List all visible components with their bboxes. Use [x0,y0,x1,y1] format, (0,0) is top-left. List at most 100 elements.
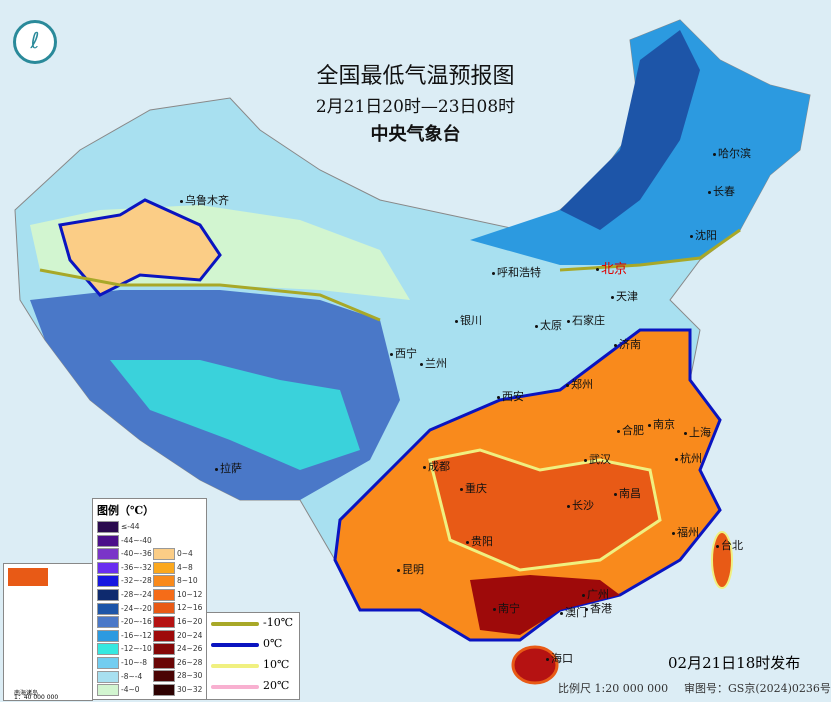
city-label: 重庆 [460,480,487,496]
legend-label: -32~-28 [121,576,152,586]
isoline-legend: -10℃ 0℃ 10℃ 20℃ [206,612,300,700]
inset-title: 南海诸岛 [14,690,39,697]
legend-swatch [97,616,119,629]
city-label: 长春 [708,183,735,199]
city-label: 南京 [648,416,675,432]
isoline-swatch [211,643,259,647]
legend-swatch [97,629,119,642]
legend-swatch [97,589,119,601]
city-label: 成都 [423,458,450,474]
city-label: 太原 [535,317,562,333]
legend-swatch [97,548,119,561]
city-label: 澳门 [560,604,587,620]
city-label: 上海 [684,424,711,440]
city-label: 贵阳 [466,533,493,549]
legend-swatch [97,534,119,547]
legend-swatch [153,602,175,615]
legend-label: -16~-12 [121,630,152,640]
legend-label: 4~8 [177,562,193,572]
legend-swatch [97,561,119,574]
city-label: 福州 [672,524,699,540]
legend-swatch [153,548,175,560]
isoline-swatch [211,622,259,626]
legend-label: 24~26 [177,644,203,654]
legend-label: 20~24 [177,630,203,640]
agency-name: 中央气象台 [370,124,461,145]
map-scale: 比例尺 1:20 000 000 [558,682,669,695]
city-label: 沈阳 [690,227,717,243]
legend-swatch [153,643,175,656]
isoline-label: 20℃ [263,679,290,692]
tibet-mid-zone [110,360,360,470]
legend-swatch [97,643,119,656]
city-label: 哈尔滨 [713,145,751,161]
legend-title: 图例（℃） [97,504,155,517]
city-label: 广州 [582,586,609,602]
city-label: 长沙 [567,497,594,513]
legend-swatch [153,670,175,683]
legend-swatch [97,521,119,533]
city-label: 济南 [614,336,641,352]
city-label: 合肥 [617,422,644,438]
legend-label: 30~32 [177,685,203,694]
south-china-sea-inset: 南海诸岛 1：40 000 000 [3,563,93,701]
legend-swatch [153,684,175,696]
city-label: 乌鲁木齐 [180,192,229,208]
legend: 图例（℃） ≤-44 -44~-40 -40~-36 -36~-32 -32~-28 -2… [92,498,207,700]
legend-swatch [97,575,119,588]
legend-swatch [153,656,175,669]
legend-label: 8~10 [177,576,198,586]
isoline-swatch [211,664,259,668]
legend-label: 0~4 [177,549,193,558]
city-label: 西安 [497,388,524,404]
legend-swatch [153,561,175,574]
isoline-label: 0℃ [263,637,283,650]
legend-label: -4~0 [121,685,140,695]
city-label: 北京 [596,258,627,277]
isoline-label: -10℃ [263,616,294,629]
city-label: 南宁 [493,600,520,616]
legend-label: -24~-20 [121,603,152,613]
northeast-coldest-zone [560,30,700,230]
city-label: 武汉 [584,451,611,467]
legend-label: -28~-24 [121,590,152,599]
city-label: 杭州 [675,450,702,466]
isoline-label: 10℃ [263,658,290,671]
legend-swatch [97,602,119,615]
city-label: 郑州 [566,376,593,392]
legend-label: -10~-8 [121,658,148,667]
city-label: 银川 [455,312,482,328]
legend-swatch [97,657,119,669]
review-number: 审图号：GS京(2024)0236号 [684,682,831,695]
legend-label: 28~30 [177,671,203,681]
legend-label: ≤-44 [121,522,140,531]
legend-swatch [153,588,175,601]
legend-swatch [97,684,119,697]
city-label: 南昌 [614,485,641,501]
city-label: 台北 [716,537,743,553]
legend-label: -44~-40 [121,535,152,545]
city-label: 石家庄 [567,312,605,328]
legend-label: -20~-16 [121,617,152,627]
forecast-period: 2月21日20时—23日08时 [315,97,516,117]
city-label: 拉萨 [215,460,242,476]
legend-label: -12~-10 [121,644,152,654]
city-label: 呼和浩特 [492,264,541,280]
legend-label: 26~28 [177,657,203,667]
city-label: 昆明 [397,561,424,577]
city-label: 天津 [611,288,638,304]
legend-label: 12~16 [177,603,203,613]
legend-swatch [153,616,175,628]
legend-swatch [153,629,175,642]
city-label: 西宁 [390,345,417,361]
city-label: 兰州 [420,355,447,371]
legend-label: -40~-36 [121,549,152,559]
legend-swatch [97,670,119,683]
isoline-swatch [211,685,259,689]
legend-label: -8~-4 [121,671,143,681]
map-title: 全国最低气温预报图 [316,64,515,89]
inset-scale: 1：40 000 000 [14,694,59,701]
legend-label: -36~-32 [121,562,152,572]
